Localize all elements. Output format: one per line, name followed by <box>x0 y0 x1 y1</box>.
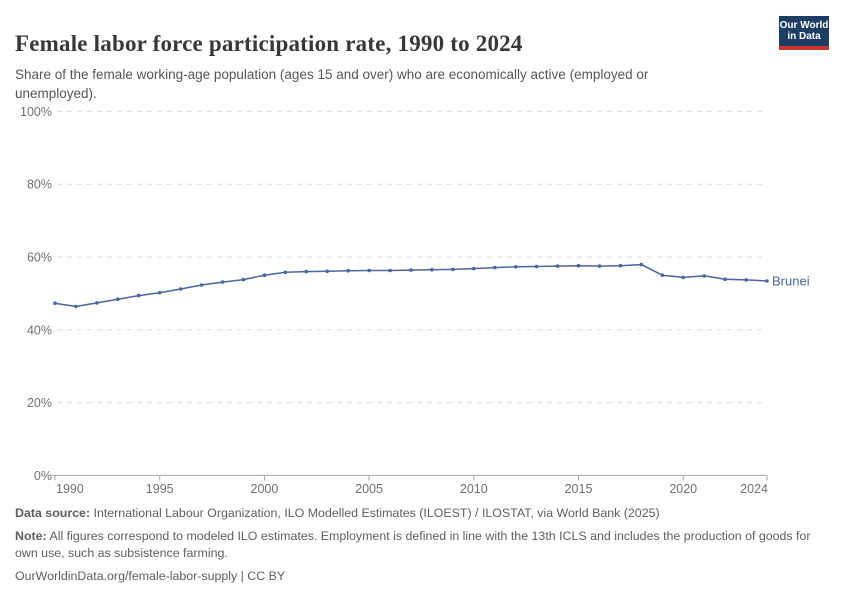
data-source-text: International Labour Organization, ILO M… <box>93 506 660 520</box>
data-point <box>220 280 225 284</box>
data-point <box>681 275 685 280</box>
data-point <box>702 274 706 278</box>
y-tick-label: 80% <box>27 178 52 192</box>
data-point <box>451 267 455 272</box>
data-point <box>493 265 497 270</box>
data-point <box>367 268 371 273</box>
data-point <box>137 293 141 298</box>
data-point <box>744 278 748 282</box>
y-tick-label: 60% <box>27 251 52 265</box>
x-tick-label: 1995 <box>146 482 174 496</box>
data-point <box>262 273 267 277</box>
data-point <box>116 297 120 301</box>
x-tick-label: 1990 <box>56 482 84 496</box>
data-point <box>157 290 162 295</box>
x-tick-label: 2000 <box>251 482 279 496</box>
note-line: Note: All figures correspond to modeled … <box>15 528 827 562</box>
x-tick-label: 2015 <box>565 482 593 496</box>
line-chart: 0% 20% 40% 60% 80% 100% 1990 1995 2000 2005 2010 20… <box>20 105 810 496</box>
license-line: OurWorldinData.org/female-labor-supply |… <box>15 568 827 585</box>
data-source-label: Data source: <box>15 506 91 520</box>
owid-logo: Our World in Data <box>779 16 829 50</box>
data-point <box>304 269 309 274</box>
data-point <box>576 263 581 268</box>
y-tick-label: 0% <box>34 469 52 483</box>
note-label: Note: <box>15 529 47 543</box>
x-tick-label: 2005 <box>355 482 383 496</box>
data-point <box>95 301 99 305</box>
data-point <box>555 264 560 268</box>
data-point <box>534 264 539 269</box>
chart-subtitle: Share of the female working-age populati… <box>15 66 649 101</box>
y-tick-label: 20% <box>27 396 52 410</box>
data-point <box>283 270 288 275</box>
data-source-line: Data source: International Labour Organi… <box>15 505 827 522</box>
data-point <box>765 279 769 283</box>
note-text: All figures correspond to modeled ILO es… <box>15 529 811 560</box>
data-point <box>74 304 78 309</box>
owid-url-link[interactable]: OurWorldinData.org/female-labor-supply |… <box>15 569 286 583</box>
data-point <box>178 287 183 291</box>
data-point <box>199 283 204 287</box>
data-point <box>388 268 392 273</box>
data-point <box>325 269 330 273</box>
data-point <box>346 269 351 273</box>
y-tick-label: 100% <box>20 105 52 119</box>
page-title: Female labor force participation rate, 1… <box>15 31 523 57</box>
data-point <box>660 273 665 277</box>
owid-logo-line1: Our World <box>779 19 829 31</box>
series-label-brunei: Brunei <box>772 274 810 289</box>
data-point <box>597 264 602 268</box>
owid-logo-line2: in Data <box>787 31 821 42</box>
data-point <box>430 267 434 272</box>
x-tick-label: 2024 <box>740 482 768 496</box>
data-point <box>53 301 57 305</box>
data-point <box>639 262 644 267</box>
x-tick-label: 2010 <box>460 482 488 496</box>
data-point <box>409 268 413 272</box>
data-point <box>241 277 246 282</box>
data-point <box>472 266 476 271</box>
y-tick-label: 40% <box>27 323 52 337</box>
data-point <box>723 277 727 281</box>
data-point <box>618 263 623 268</box>
data-point <box>513 265 518 269</box>
x-tick-label: 2020 <box>669 482 697 496</box>
chart-footer: Data source: International Labour Organi… <box>15 505 827 591</box>
